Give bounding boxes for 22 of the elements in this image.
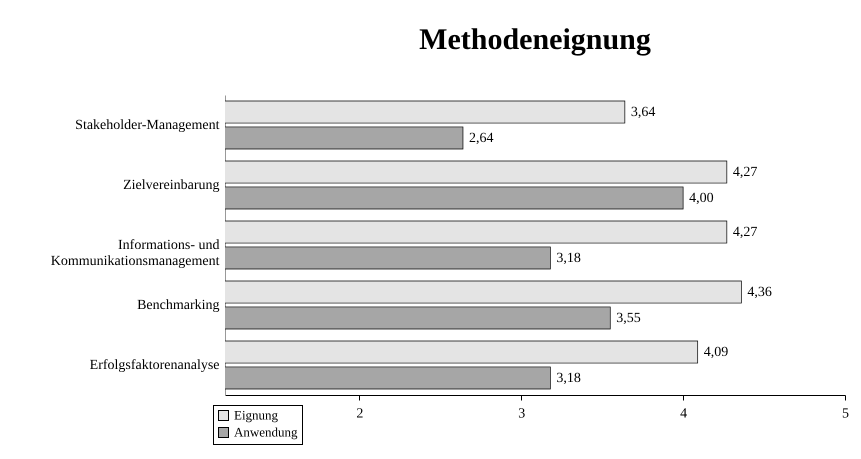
legend-label: Eignung (234, 408, 279, 422)
data-label: 3,18 (556, 250, 581, 266)
y-tick-label: Stakeholder-Management (75, 118, 220, 133)
data-label: 3,64 (630, 105, 656, 120)
x-tick-label: 2 (356, 406, 364, 422)
x-tick-label: 5 (842, 406, 849, 422)
y-tick-label: Zielvereinbarung (123, 178, 220, 193)
data-label: 4,27 (732, 225, 758, 240)
x-tick-label: 3 (518, 406, 526, 422)
data-label: 4,27 (732, 165, 758, 180)
data-label: 2,64 (468, 130, 494, 146)
legend-label: Anwendung (234, 424, 298, 440)
data-label: 4,00 (689, 190, 714, 206)
data-label: 4,36 (747, 285, 772, 300)
x-tick-label: 4 (680, 406, 688, 422)
data-label: 4,09 (704, 345, 728, 360)
y-tick-label: Erfolgsfaktorenanalyse (90, 358, 220, 373)
chart-title: Methodeneignung (419, 23, 651, 56)
data-label: 3,18 (556, 370, 581, 386)
y-tick-label: Informations- und Kommunikationsmanagement (50, 238, 220, 269)
y-tick-label: Benchmarking (137, 298, 220, 313)
data-label: 3,55 (616, 310, 641, 326)
